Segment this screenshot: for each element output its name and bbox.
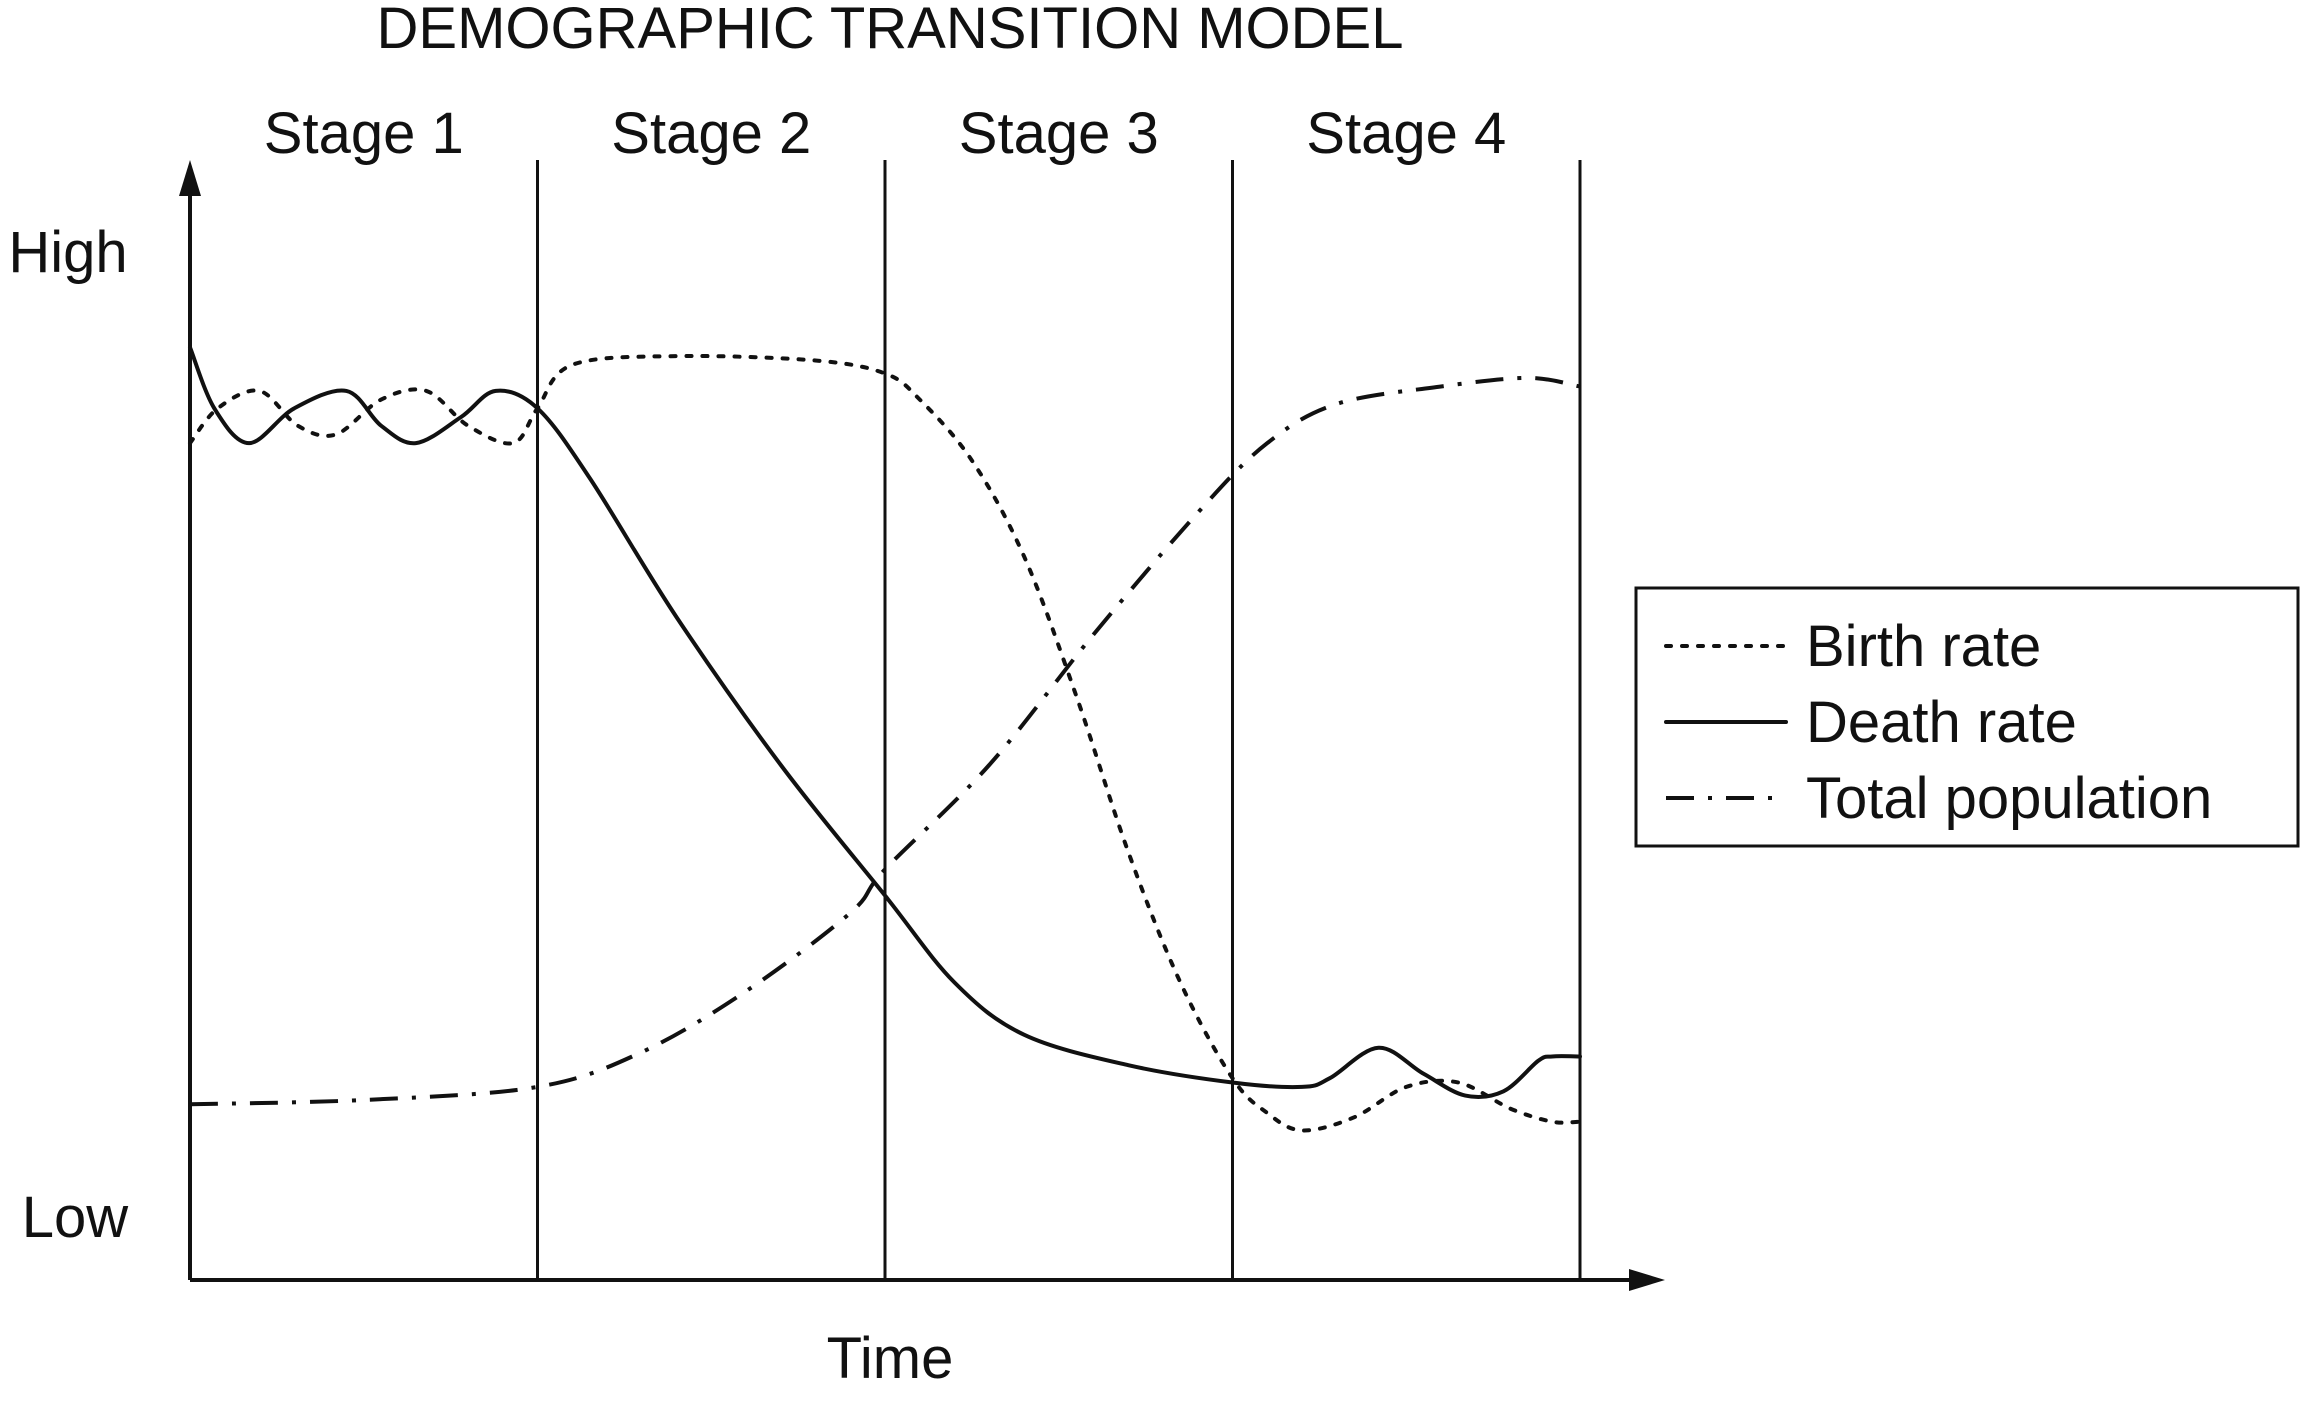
- series-line-death-rate: [188, 345, 1582, 1100]
- series-line-birth-rate: [188, 353, 1582, 1133]
- series-lines: [188, 345, 1582, 1133]
- y-axis-arrowhead: [179, 160, 201, 196]
- x-axis-arrowhead: [1629, 1269, 1665, 1291]
- stage-label-2: Stage 2: [611, 101, 811, 166]
- y-tick-label-high: High: [8, 220, 127, 285]
- legend-box: [1634, 586, 2300, 848]
- stage-label-4: Stage 4: [1306, 101, 1506, 166]
- stage-label-1: Stage 1: [264, 101, 464, 166]
- stage-label-3: Stage 3: [959, 101, 1159, 166]
- stage-dividers: [536, 160, 1582, 1280]
- chart-title: DEMOGRAPHIC TRANSITION MODEL: [377, 0, 1404, 61]
- axes: [179, 160, 1665, 1291]
- stage-labels: Stage 1 Stage 2 Stage 3 Stage 4: [264, 101, 1506, 166]
- legend-label-total-population: Total population: [1806, 766, 2212, 831]
- y-tick-label-low: Low: [22, 1185, 130, 1250]
- x-axis-label: Time: [827, 1326, 954, 1391]
- legend-label-death-rate: Death rate: [1806, 690, 2077, 755]
- series-line-total-population: [189, 375, 1581, 1107]
- legend-label-birth-rate: Birth rate: [1806, 614, 2041, 679]
- legend: Birth rate Death rate Total population: [1634, 586, 2300, 848]
